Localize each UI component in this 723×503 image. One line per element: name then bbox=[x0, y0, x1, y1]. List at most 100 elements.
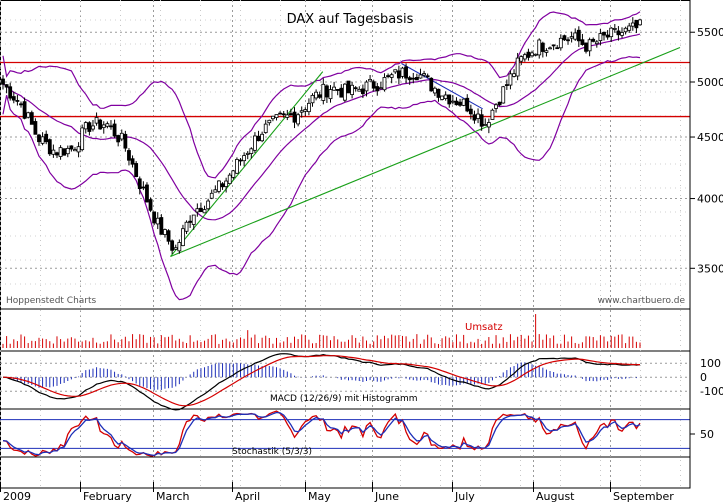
candle-body bbox=[181, 228, 185, 247]
candle-body bbox=[468, 108, 473, 115]
candle-body bbox=[436, 88, 441, 98]
candle-body bbox=[512, 73, 516, 77]
candle-body bbox=[450, 100, 455, 103]
candle-body bbox=[285, 114, 290, 118]
candle-body bbox=[83, 122, 88, 130]
candle-body bbox=[533, 53, 538, 56]
candle-body bbox=[530, 52, 534, 57]
x-tick-label: July bbox=[454, 490, 475, 503]
candle-body bbox=[317, 94, 322, 98]
candle-body bbox=[278, 112, 283, 115]
candle-body bbox=[342, 83, 347, 101]
candle-body bbox=[573, 32, 578, 40]
trendline bbox=[170, 47, 681, 257]
candle-body bbox=[65, 147, 70, 155]
candle-body bbox=[350, 84, 354, 95]
candle-body bbox=[555, 47, 560, 50]
candle-body bbox=[335, 89, 340, 91]
candle-body bbox=[360, 88, 365, 95]
candle-body bbox=[58, 147, 63, 157]
candle-body bbox=[191, 214, 196, 225]
candle-body bbox=[616, 30, 621, 36]
candle-body bbox=[177, 242, 182, 252]
candle-body bbox=[69, 145, 74, 150]
candle-body bbox=[364, 81, 369, 92]
candle-body bbox=[328, 89, 333, 100]
candle-body bbox=[494, 104, 498, 109]
candle-body bbox=[87, 122, 92, 132]
x-tick-label: May bbox=[308, 490, 331, 503]
candle-body bbox=[576, 29, 581, 42]
candle-body bbox=[11, 96, 16, 101]
candle-body bbox=[566, 39, 570, 42]
candle-body bbox=[515, 57, 520, 77]
candle-body bbox=[483, 124, 488, 126]
candle-body bbox=[188, 220, 193, 223]
candle-body bbox=[346, 80, 351, 94]
candle-body bbox=[537, 39, 542, 56]
candle-body bbox=[40, 136, 45, 144]
candle-body bbox=[159, 217, 164, 235]
volume-label: Umsatz bbox=[465, 322, 503, 333]
candle-body bbox=[256, 135, 261, 142]
candle-body bbox=[407, 77, 412, 81]
x-tick-label: June bbox=[374, 490, 399, 503]
candle-body bbox=[155, 217, 160, 225]
candle-body bbox=[591, 38, 596, 42]
source-right: www.chartbuero.de bbox=[598, 296, 686, 306]
candle-body bbox=[303, 109, 308, 112]
candle-body bbox=[368, 78, 372, 82]
candle-body bbox=[479, 114, 484, 127]
candle-body bbox=[612, 28, 617, 30]
candle-body bbox=[170, 240, 175, 251]
y-tick-label: 5500 bbox=[697, 26, 723, 39]
candle-body bbox=[116, 135, 121, 143]
candle-body bbox=[630, 22, 635, 27]
y-tick-label: 4000 bbox=[697, 193, 723, 206]
candle-body bbox=[22, 101, 27, 119]
candle-body bbox=[378, 87, 383, 90]
candle-body bbox=[569, 36, 574, 39]
candle-body bbox=[137, 178, 142, 189]
candle-body bbox=[526, 51, 531, 58]
candle-body bbox=[8, 86, 13, 99]
candle-body bbox=[519, 56, 524, 62]
candle-body bbox=[173, 247, 178, 250]
candle-body bbox=[490, 109, 495, 120]
candle-body bbox=[443, 94, 448, 99]
candle-body bbox=[163, 229, 167, 236]
candle-body bbox=[602, 31, 606, 36]
candle-body bbox=[141, 186, 146, 189]
candle-body bbox=[620, 32, 624, 36]
candle-body bbox=[242, 155, 247, 162]
x-tick-label: August bbox=[536, 490, 575, 503]
candle-body bbox=[627, 25, 632, 31]
candle-body bbox=[404, 66, 408, 79]
candle-body bbox=[461, 98, 466, 106]
bollinger-upper bbox=[2, 11, 641, 179]
candle-body bbox=[314, 91, 319, 99]
candle-body bbox=[112, 123, 117, 137]
candle-body bbox=[263, 123, 268, 133]
candle-body bbox=[508, 73, 513, 86]
bollinger-lower bbox=[2, 55, 641, 301]
candle-body bbox=[551, 44, 556, 47]
macd-line bbox=[2, 353, 641, 411]
chart-title: DAX auf Tagesbasis bbox=[287, 12, 414, 27]
candle-body bbox=[249, 148, 254, 154]
candle-body bbox=[454, 100, 459, 106]
macd-tick-label: -100 bbox=[700, 385, 723, 398]
candle-body bbox=[609, 27, 614, 38]
candle-body bbox=[220, 183, 225, 188]
candle-body bbox=[292, 111, 297, 123]
stochastic-tick-label: 50 bbox=[700, 428, 714, 441]
candle-body bbox=[598, 33, 603, 42]
candle-body bbox=[501, 86, 506, 104]
candle-body bbox=[389, 74, 394, 78]
candle-body bbox=[274, 114, 279, 119]
x-tick-label: March bbox=[156, 490, 190, 503]
candle-body bbox=[4, 84, 9, 88]
candle-body bbox=[231, 170, 236, 178]
macd-label: MACD (12/26/9) mit Histogramm bbox=[270, 394, 418, 404]
